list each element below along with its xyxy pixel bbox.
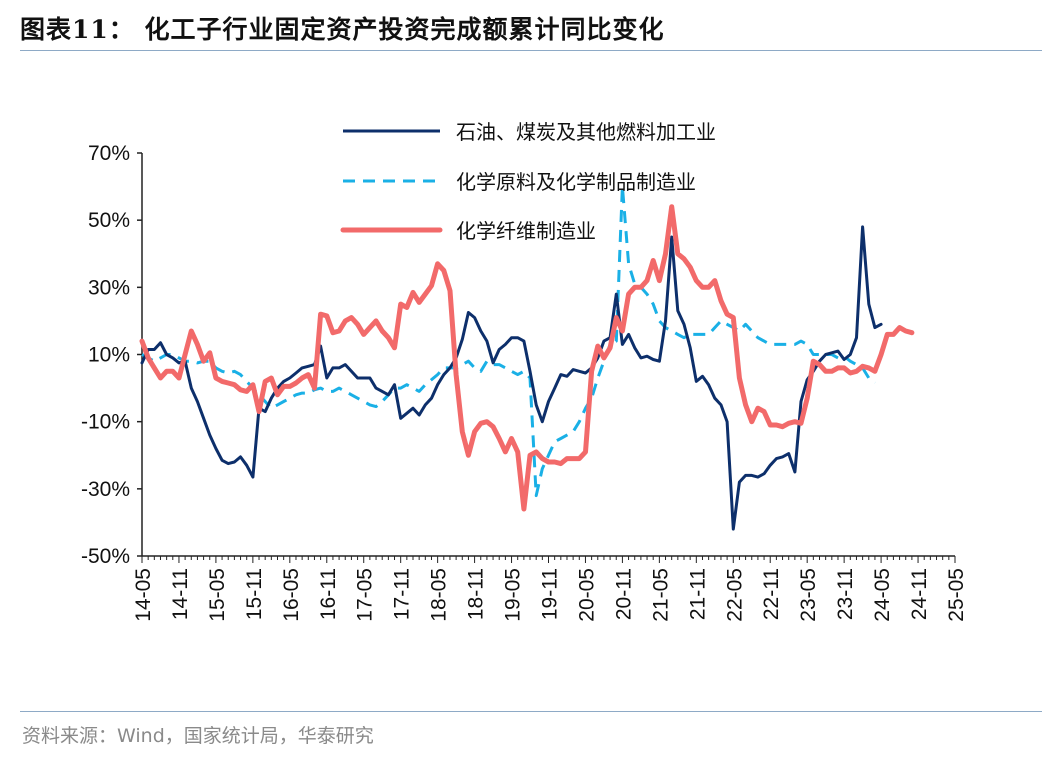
title-divider <box>20 50 1042 51</box>
x-tick-label: 15-05 <box>206 568 229 622</box>
y-tick-label: -50% <box>81 545 130 568</box>
page-title: 图表11： 化工子行业固定资产投资完成额累计同比变化 <box>20 15 665 44</box>
x-tick-label: 19-05 <box>502 568 525 622</box>
y-tick-label: 10% <box>88 344 130 367</box>
x-tick-label: 24-11 <box>908 568 931 620</box>
x-tick-label: 20-11 <box>612 568 635 620</box>
x-tick-label: 19-11 <box>539 568 562 620</box>
x-tick-label: 21-05 <box>649 568 672 622</box>
legend-label-3: 化学纤维制造业 <box>456 219 596 243</box>
series-line-2 <box>141 185 876 498</box>
x-tick-label: 15-11 <box>243 568 266 620</box>
x-tick-label: 14-05 <box>132 568 155 622</box>
x-tick-label: 23-05 <box>797 568 820 622</box>
x-tick-label: 20-05 <box>575 568 598 622</box>
legend-label-1: 石油、煤炭及其他燃料加工业 <box>456 120 716 144</box>
legend-label-2: 化学原料及化学制品制造业 <box>456 170 696 194</box>
series-line-1 <box>140 225 883 531</box>
series-layer <box>139 185 915 531</box>
x-tick-label: 16-11 <box>317 568 340 620</box>
x-tick-label: 22-05 <box>723 568 746 622</box>
series-line-3 <box>139 204 915 512</box>
y-tick-label: -30% <box>81 478 130 501</box>
x-tick-label: 14-11 <box>169 568 192 620</box>
x-tick-label: 23-11 <box>834 568 857 620</box>
source-note: 资料来源：Wind，国家统计局，华泰研究 <box>22 725 374 747</box>
x-tick-label: 24-05 <box>871 568 894 622</box>
y-tick-label: -10% <box>81 411 130 434</box>
x-tick-label: 17-11 <box>391 568 414 620</box>
x-tick-label: 16-05 <box>280 568 303 622</box>
y-tick-label: 70% <box>88 142 130 165</box>
y-tick-label: 50% <box>88 209 130 232</box>
x-tick-label: 21-11 <box>686 568 709 620</box>
x-tick-label: 25-05 <box>945 568 968 622</box>
x-tick-label: 18-05 <box>428 568 451 622</box>
source-divider <box>20 711 1042 712</box>
x-tick-label: 18-11 <box>465 568 488 620</box>
y-tick-label: 30% <box>88 276 130 299</box>
x-tick-label: 22-11 <box>760 568 783 620</box>
x-tick-label: 17-05 <box>354 568 377 622</box>
chart-axes: 70% 50% 30% 10% -10% -30% -50%14-05 14-11 15-05 1… <box>81 142 968 622</box>
